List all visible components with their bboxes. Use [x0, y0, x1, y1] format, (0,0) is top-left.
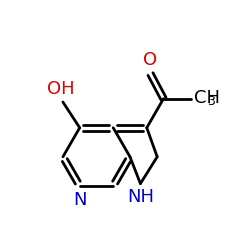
Text: CH: CH: [194, 89, 220, 107]
Text: N: N: [73, 191, 86, 209]
Text: NH: NH: [127, 188, 154, 206]
Text: O: O: [144, 51, 158, 69]
Text: OH: OH: [47, 80, 75, 98]
Text: 3: 3: [207, 95, 215, 108]
